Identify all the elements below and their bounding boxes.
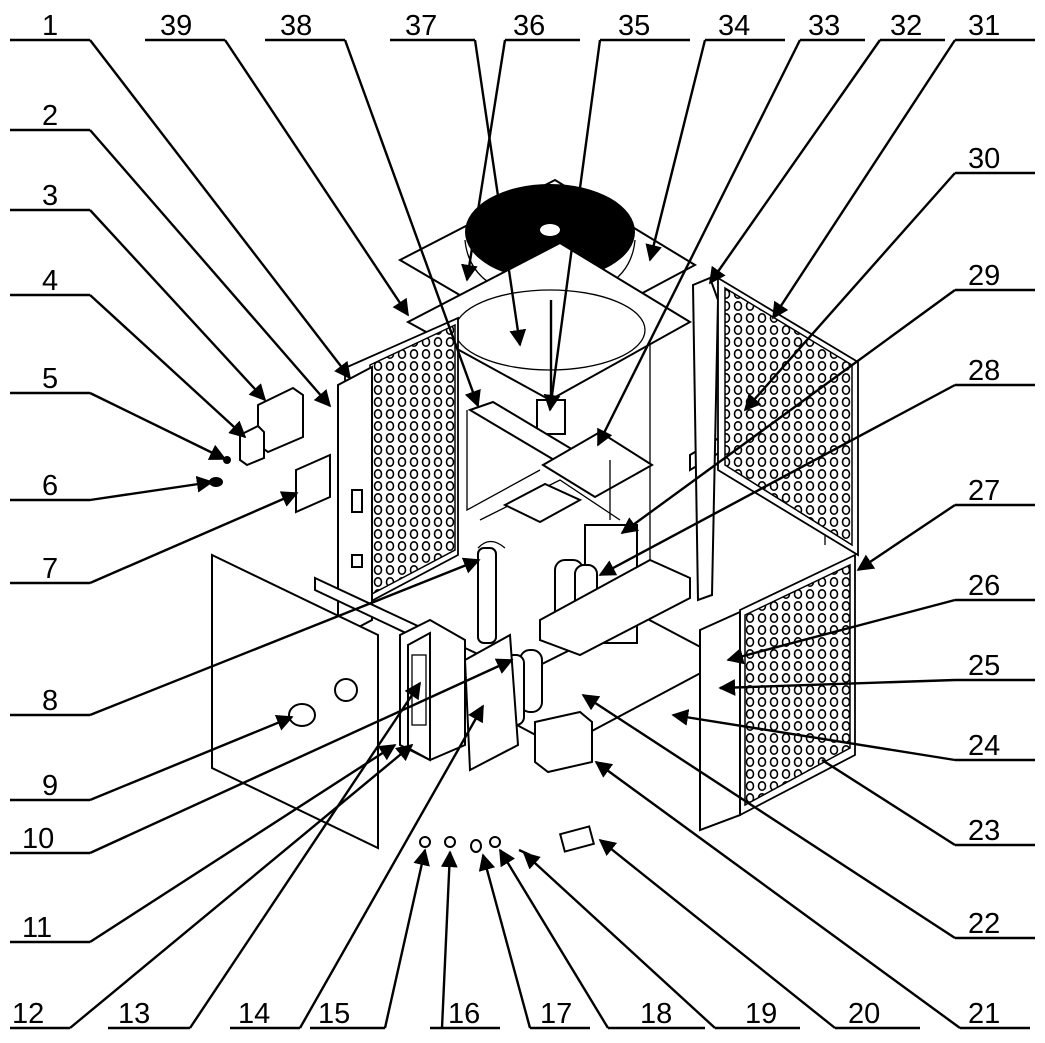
label-31: 31 bbox=[968, 10, 1000, 42]
label-8: 8 bbox=[42, 685, 58, 717]
label-32: 32 bbox=[890, 10, 922, 42]
label-13: 13 bbox=[118, 998, 150, 1030]
part-number-labels: 1 2 3 4 5 6 7 8 9 10 11 12 13 14 15 16 1… bbox=[12, 10, 1000, 1030]
part-5 bbox=[223, 456, 231, 464]
label-20: 20 bbox=[848, 998, 880, 1030]
partition-plate bbox=[463, 633, 520, 772]
label-17: 17 bbox=[540, 998, 572, 1030]
label-35: 35 bbox=[618, 10, 650, 42]
label-30: 30 bbox=[968, 143, 1000, 175]
label-5: 5 bbox=[42, 363, 58, 395]
label-12: 12 bbox=[12, 998, 44, 1030]
fitting-18 bbox=[489, 836, 501, 848]
label-28: 28 bbox=[968, 355, 1000, 387]
label-24: 24 bbox=[968, 730, 1000, 762]
label-1: 1 bbox=[42, 10, 58, 42]
side-panel bbox=[699, 610, 741, 832]
label-36: 36 bbox=[513, 10, 545, 42]
label-23: 23 bbox=[968, 815, 1000, 847]
valve-block bbox=[502, 482, 583, 524]
label-19: 19 bbox=[745, 998, 777, 1030]
fitting-16 bbox=[444, 836, 456, 848]
label-7: 7 bbox=[42, 553, 58, 585]
label-plate-7 bbox=[295, 453, 331, 514]
label-18: 18 bbox=[640, 998, 672, 1030]
label-4: 4 bbox=[42, 265, 58, 297]
label-26: 26 bbox=[968, 570, 1000, 602]
fitting-15 bbox=[419, 836, 431, 848]
label-37: 37 bbox=[405, 10, 437, 42]
fitting-17 bbox=[470, 839, 482, 853]
corner-post bbox=[691, 276, 720, 602]
label-2: 2 bbox=[42, 100, 58, 132]
label-16: 16 bbox=[448, 998, 480, 1030]
label-15: 15 bbox=[318, 998, 350, 1030]
pipe bbox=[477, 547, 497, 644]
label-34: 34 bbox=[718, 10, 750, 42]
label-11: 11 bbox=[22, 912, 52, 944]
label-6: 6 bbox=[42, 470, 58, 502]
electrical-lid bbox=[541, 430, 654, 499]
label-27: 27 bbox=[968, 475, 1000, 507]
label-39: 39 bbox=[160, 10, 192, 42]
unit-drawing bbox=[209, 178, 859, 857]
front-panel bbox=[211, 553, 379, 850]
label-10: 10 bbox=[22, 823, 54, 855]
label-22: 22 bbox=[968, 908, 1000, 940]
label-21: 21 bbox=[968, 998, 1000, 1030]
label-38: 38 bbox=[280, 10, 312, 42]
box-22 bbox=[534, 710, 593, 774]
fitting-21 bbox=[558, 825, 596, 853]
label-14: 14 bbox=[238, 998, 270, 1030]
label-3: 3 bbox=[42, 180, 58, 212]
label-29: 29 bbox=[968, 260, 1000, 292]
box-part-4 bbox=[239, 424, 265, 467]
label-25: 25 bbox=[968, 650, 1000, 682]
leader-lines bbox=[10, 38, 1035, 1030]
label-33: 33 bbox=[808, 10, 840, 42]
label-9: 9 bbox=[42, 770, 58, 802]
